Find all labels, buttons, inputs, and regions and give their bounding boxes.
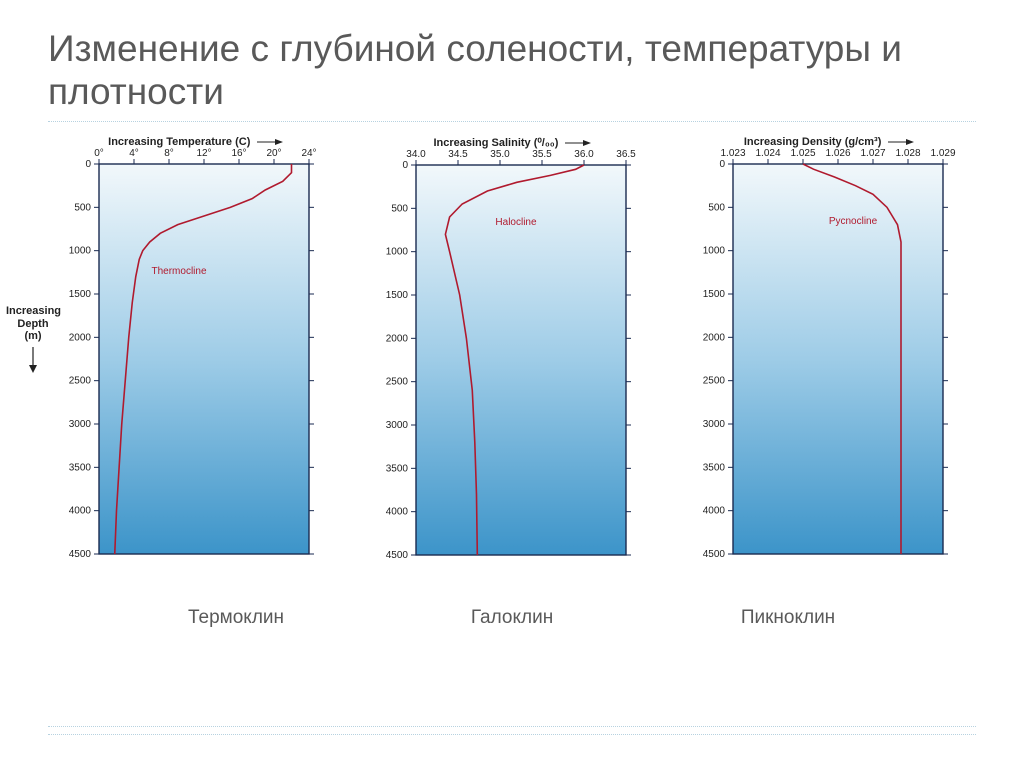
svg-text:0: 0: [86, 159, 92, 170]
svg-text:1.029: 1.029: [930, 148, 955, 159]
svg-text:2000: 2000: [69, 332, 92, 343]
svg-text:Pycnocline: Pycnocline: [828, 216, 877, 227]
svg-text:1000: 1000: [702, 246, 725, 257]
caption-thermocline: Термоклин: [98, 607, 374, 629]
svg-text:1500: 1500: [69, 289, 92, 300]
plot-svg: 0° 4° 8° 12° 16° 20° 24° 0 500 1000 1500 2000 2500 30…: [65, 150, 325, 570]
svg-text:2500: 2500: [69, 376, 92, 387]
svg-text:1.023: 1.023: [720, 148, 745, 159]
divider-top: [48, 121, 976, 122]
ylabel-line2: Depth: [6, 318, 60, 331]
chart-panel-2: Increasing Density (g/cm³) 1.0231.0241.0…: [681, 136, 976, 571]
svg-text:3500: 3500: [69, 462, 92, 473]
svg-text:3000: 3000: [69, 419, 92, 430]
svg-text:1.025: 1.025: [790, 148, 815, 159]
svg-text:36.5: 36.5: [616, 149, 636, 160]
svg-text:3000: 3000: [702, 419, 725, 430]
chart-axis-title: Increasing Temperature (C): [108, 136, 282, 148]
caption-halocline: Галоклин: [374, 607, 650, 629]
svg-text:8°: 8°: [165, 148, 175, 159]
chart-panel-0: Increasing Temperature (C) 0° 4° 8° 12° 16° 2…: [48, 136, 343, 571]
ylabel-arrow-icon: [6, 347, 60, 377]
svg-text:1.028: 1.028: [895, 148, 920, 159]
svg-text:500: 500: [708, 202, 725, 213]
svg-text:2500: 2500: [386, 377, 409, 388]
svg-text:34.5: 34.5: [448, 149, 468, 160]
plot-wrap: 0° 4° 8° 12° 16° 20° 24° 0 500 1000 1500 2000 2500 30…: [48, 150, 343, 570]
divider-bottom-2: [48, 734, 976, 735]
chart-axis-title: Increasing Density (g/cm³): [744, 136, 914, 148]
plot-wrap: 34.0 34.5 35.0 35.5 36.0 36.5 0 500 1000 1500 2000…: [365, 151, 660, 571]
plot-svg: 34.0 34.5 35.0 35.5 36.0 36.5 0 500 1000 1500 2000…: [382, 151, 642, 571]
svg-text:2000: 2000: [386, 333, 409, 344]
svg-text:1.024: 1.024: [755, 148, 780, 159]
captions-row: Термоклин Галоклин Пикноклин: [48, 607, 976, 629]
svg-text:16°: 16°: [232, 148, 247, 159]
svg-text:24°: 24°: [302, 148, 317, 159]
svg-text:35.5: 35.5: [532, 149, 552, 160]
ylabel-line1: Increasing: [6, 305, 60, 318]
svg-text:500: 500: [391, 203, 408, 214]
slide-title: Изменение с глубиной солености, температ…: [48, 28, 976, 113]
plot-wrap: 1.023 1.024 1.025 1.026 1.027 1.028 1.029 0 500 1…: [681, 150, 976, 570]
chart-panel-1: Increasing Salinity (⁰/₀₀) 34.034.535.03…: [365, 136, 660, 571]
svg-text:12°: 12°: [197, 148, 212, 159]
svg-text:0: 0: [402, 160, 408, 171]
y-axis-label: Increasing Depth (m): [6, 305, 60, 377]
ylabel-line3: (m): [6, 330, 60, 343]
svg-text:3500: 3500: [702, 462, 725, 473]
chart-axis-title: Increasing Salinity (⁰/₀₀): [433, 136, 590, 149]
svg-text:36.0: 36.0: [574, 149, 594, 160]
svg-text:1500: 1500: [702, 289, 725, 300]
svg-text:4000: 4000: [386, 507, 409, 518]
svg-text:Thermocline: Thermocline: [152, 266, 207, 277]
svg-text:2000: 2000: [702, 332, 725, 343]
svg-text:2500: 2500: [702, 376, 725, 387]
svg-text:4000: 4000: [69, 506, 92, 517]
charts-row: Increasing Temperature (C) 0° 4° 8° 12° 16° 2…: [48, 136, 976, 571]
svg-text:4000: 4000: [702, 506, 725, 517]
svg-text:1500: 1500: [386, 290, 409, 301]
svg-text:0: 0: [719, 159, 725, 170]
svg-text:34.0: 34.0: [406, 149, 426, 160]
svg-text:4500: 4500: [702, 549, 725, 560]
svg-text:3500: 3500: [386, 463, 409, 474]
slide: Изменение с глубиной солености, температ…: [0, 0, 1024, 767]
svg-text:35.0: 35.0: [490, 149, 510, 160]
svg-text:4°: 4°: [130, 148, 140, 159]
svg-text:20°: 20°: [267, 148, 282, 159]
svg-text:1000: 1000: [386, 247, 409, 258]
svg-text:1000: 1000: [69, 246, 92, 257]
svg-text:0°: 0°: [95, 148, 105, 159]
svg-text:4500: 4500: [386, 550, 409, 561]
svg-text:3000: 3000: [386, 420, 409, 431]
svg-text:1.027: 1.027: [860, 148, 885, 159]
divider-bottom-1: [48, 726, 976, 727]
svg-text:1.026: 1.026: [825, 148, 850, 159]
plot-svg: 1.023 1.024 1.025 1.026 1.027 1.028 1.029 0 500 1…: [699, 150, 959, 570]
svg-text:Halocline: Halocline: [495, 217, 537, 228]
svg-text:4500: 4500: [69, 549, 92, 560]
caption-pycnocline: Пикноклин: [650, 607, 926, 629]
svg-text:500: 500: [75, 202, 92, 213]
